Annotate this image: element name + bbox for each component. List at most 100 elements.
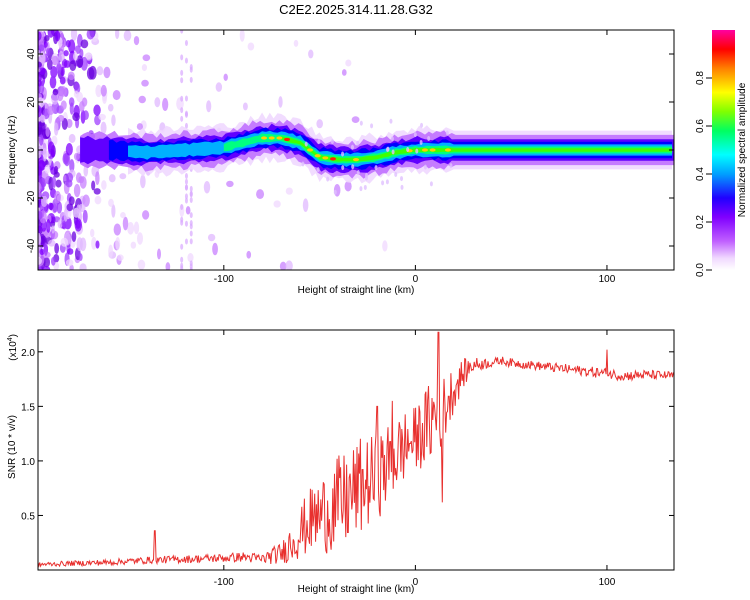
noise-speckle	[365, 172, 369, 178]
noise-speckle	[185, 206, 191, 215]
y-tick-label: 2.0	[21, 348, 35, 359]
noise-speckle	[184, 238, 188, 245]
noise-speckle	[382, 240, 388, 252]
x-tick-label: 100	[599, 274, 616, 285]
noise-speckle	[445, 130, 449, 136]
noise-speckle	[389, 118, 393, 124]
noise-speckle	[91, 236, 97, 250]
noise-speckle	[91, 180, 96, 191]
noise-speckle	[63, 60, 71, 68]
ridge-peak	[314, 154, 321, 158]
y-tick-label: 0	[26, 147, 37, 153]
noise-speckle	[390, 136, 394, 142]
y-tick-label: 20	[26, 96, 37, 108]
noise-speckle	[70, 30, 78, 41]
noise-speckle	[180, 262, 184, 269]
spectrogram-y-label: Frequency (Hz)	[7, 116, 18, 185]
noise-speckle	[63, 208, 68, 222]
noise-speckle	[95, 84, 102, 98]
noise-speckle	[115, 30, 120, 40]
noise-speckle	[180, 115, 184, 122]
noise-speckle	[215, 82, 223, 92]
ridge-peak	[444, 148, 451, 152]
noise-speckle	[42, 41, 48, 48]
noise-speckle	[356, 169, 360, 175]
noise-speckle	[180, 216, 184, 223]
snr-y-label: SNR (10 * v/v)	[7, 415, 18, 479]
noise-speckle	[65, 179, 73, 188]
noise-speckle	[69, 159, 75, 173]
noise-speckle	[39, 51, 46, 65]
noise-speckle	[101, 180, 107, 191]
noise-speckle	[207, 233, 216, 242]
noise-speckle	[184, 197, 188, 204]
snr-series	[38, 331, 674, 568]
noise-speckle	[38, 97, 45, 108]
noise-speckle	[285, 260, 293, 270]
noise-speckle	[330, 139, 334, 145]
noise-speckle	[100, 84, 107, 97]
noise-speckle	[59, 76, 66, 85]
noise-speckle	[78, 176, 84, 184]
spectral-ridge	[80, 112, 674, 195]
snr-panel: -100 0 100 0.5 1.0 1.5 2.0 Height of straight…	[7, 329, 675, 595]
noise-speckle	[46, 58, 53, 70]
noise-speckle	[103, 66, 111, 79]
colorbar-tick-label: 0.2	[695, 215, 706, 229]
noise-speckle	[189, 191, 193, 198]
noise-speckle	[117, 254, 124, 261]
noise-speckle	[242, 102, 248, 111]
noise-speckle	[76, 204, 81, 214]
noise-speckle	[184, 172, 188, 179]
noise-speckle	[189, 260, 193, 267]
noise-speckle	[82, 110, 89, 121]
noise-speckle	[45, 126, 50, 138]
noise-speckle	[333, 189, 337, 195]
noise-speckle	[54, 190, 61, 204]
noise-speckle	[38, 31, 42, 41]
noise-speckle	[72, 112, 80, 122]
noise-speckle	[180, 243, 184, 250]
colorbar-gradient	[712, 30, 735, 270]
noise-speckle	[278, 96, 283, 108]
noise-speckle	[60, 66, 65, 77]
noise-speckle	[119, 173, 127, 180]
noise-speckle	[39, 114, 46, 123]
noise-speckle	[189, 76, 193, 83]
noise-speckle	[108, 244, 114, 259]
noise-speckle	[47, 30, 55, 38]
noise-speckle	[341, 165, 345, 171]
noise-speckle	[73, 152, 80, 161]
noise-speckle	[189, 64, 193, 71]
noise-speckle	[113, 223, 122, 236]
noise-speckle	[142, 54, 151, 62]
noise-speckle	[415, 148, 419, 154]
noise-speckle	[184, 220, 188, 227]
noise-speckle	[427, 136, 431, 142]
snr-scale-label: (x104)	[7, 334, 19, 361]
noise-speckle	[63, 50, 69, 57]
snr-scale-text: (x104)	[7, 334, 19, 361]
noise-speckle	[162, 97, 169, 111]
noise-speckle	[56, 62, 62, 75]
noise-speckle	[82, 194, 90, 207]
y-tick-label: 1.0	[21, 457, 35, 468]
noise-speckle	[136, 232, 144, 245]
noise-speckle	[385, 179, 389, 185]
x-tick-label: -100	[214, 577, 234, 588]
noise-speckle	[302, 198, 309, 212]
noise-speckle	[66, 203, 74, 212]
y-tick-label: 1.5	[21, 402, 35, 413]
noise-speckle	[239, 30, 245, 42]
ridge-peak	[429, 148, 436, 152]
noise-speckle	[180, 77, 184, 84]
noise-speckle	[359, 120, 363, 126]
noise-speckle	[50, 65, 58, 78]
noise-speckle	[127, 222, 135, 235]
colorbar-tick-label: 0.4	[695, 167, 706, 181]
ridge-layer	[80, 123, 674, 174]
noise-speckle	[78, 100, 85, 113]
noise-speckle	[142, 210, 150, 220]
noise-speckle	[44, 164, 51, 174]
noise-speckle	[38, 199, 41, 208]
